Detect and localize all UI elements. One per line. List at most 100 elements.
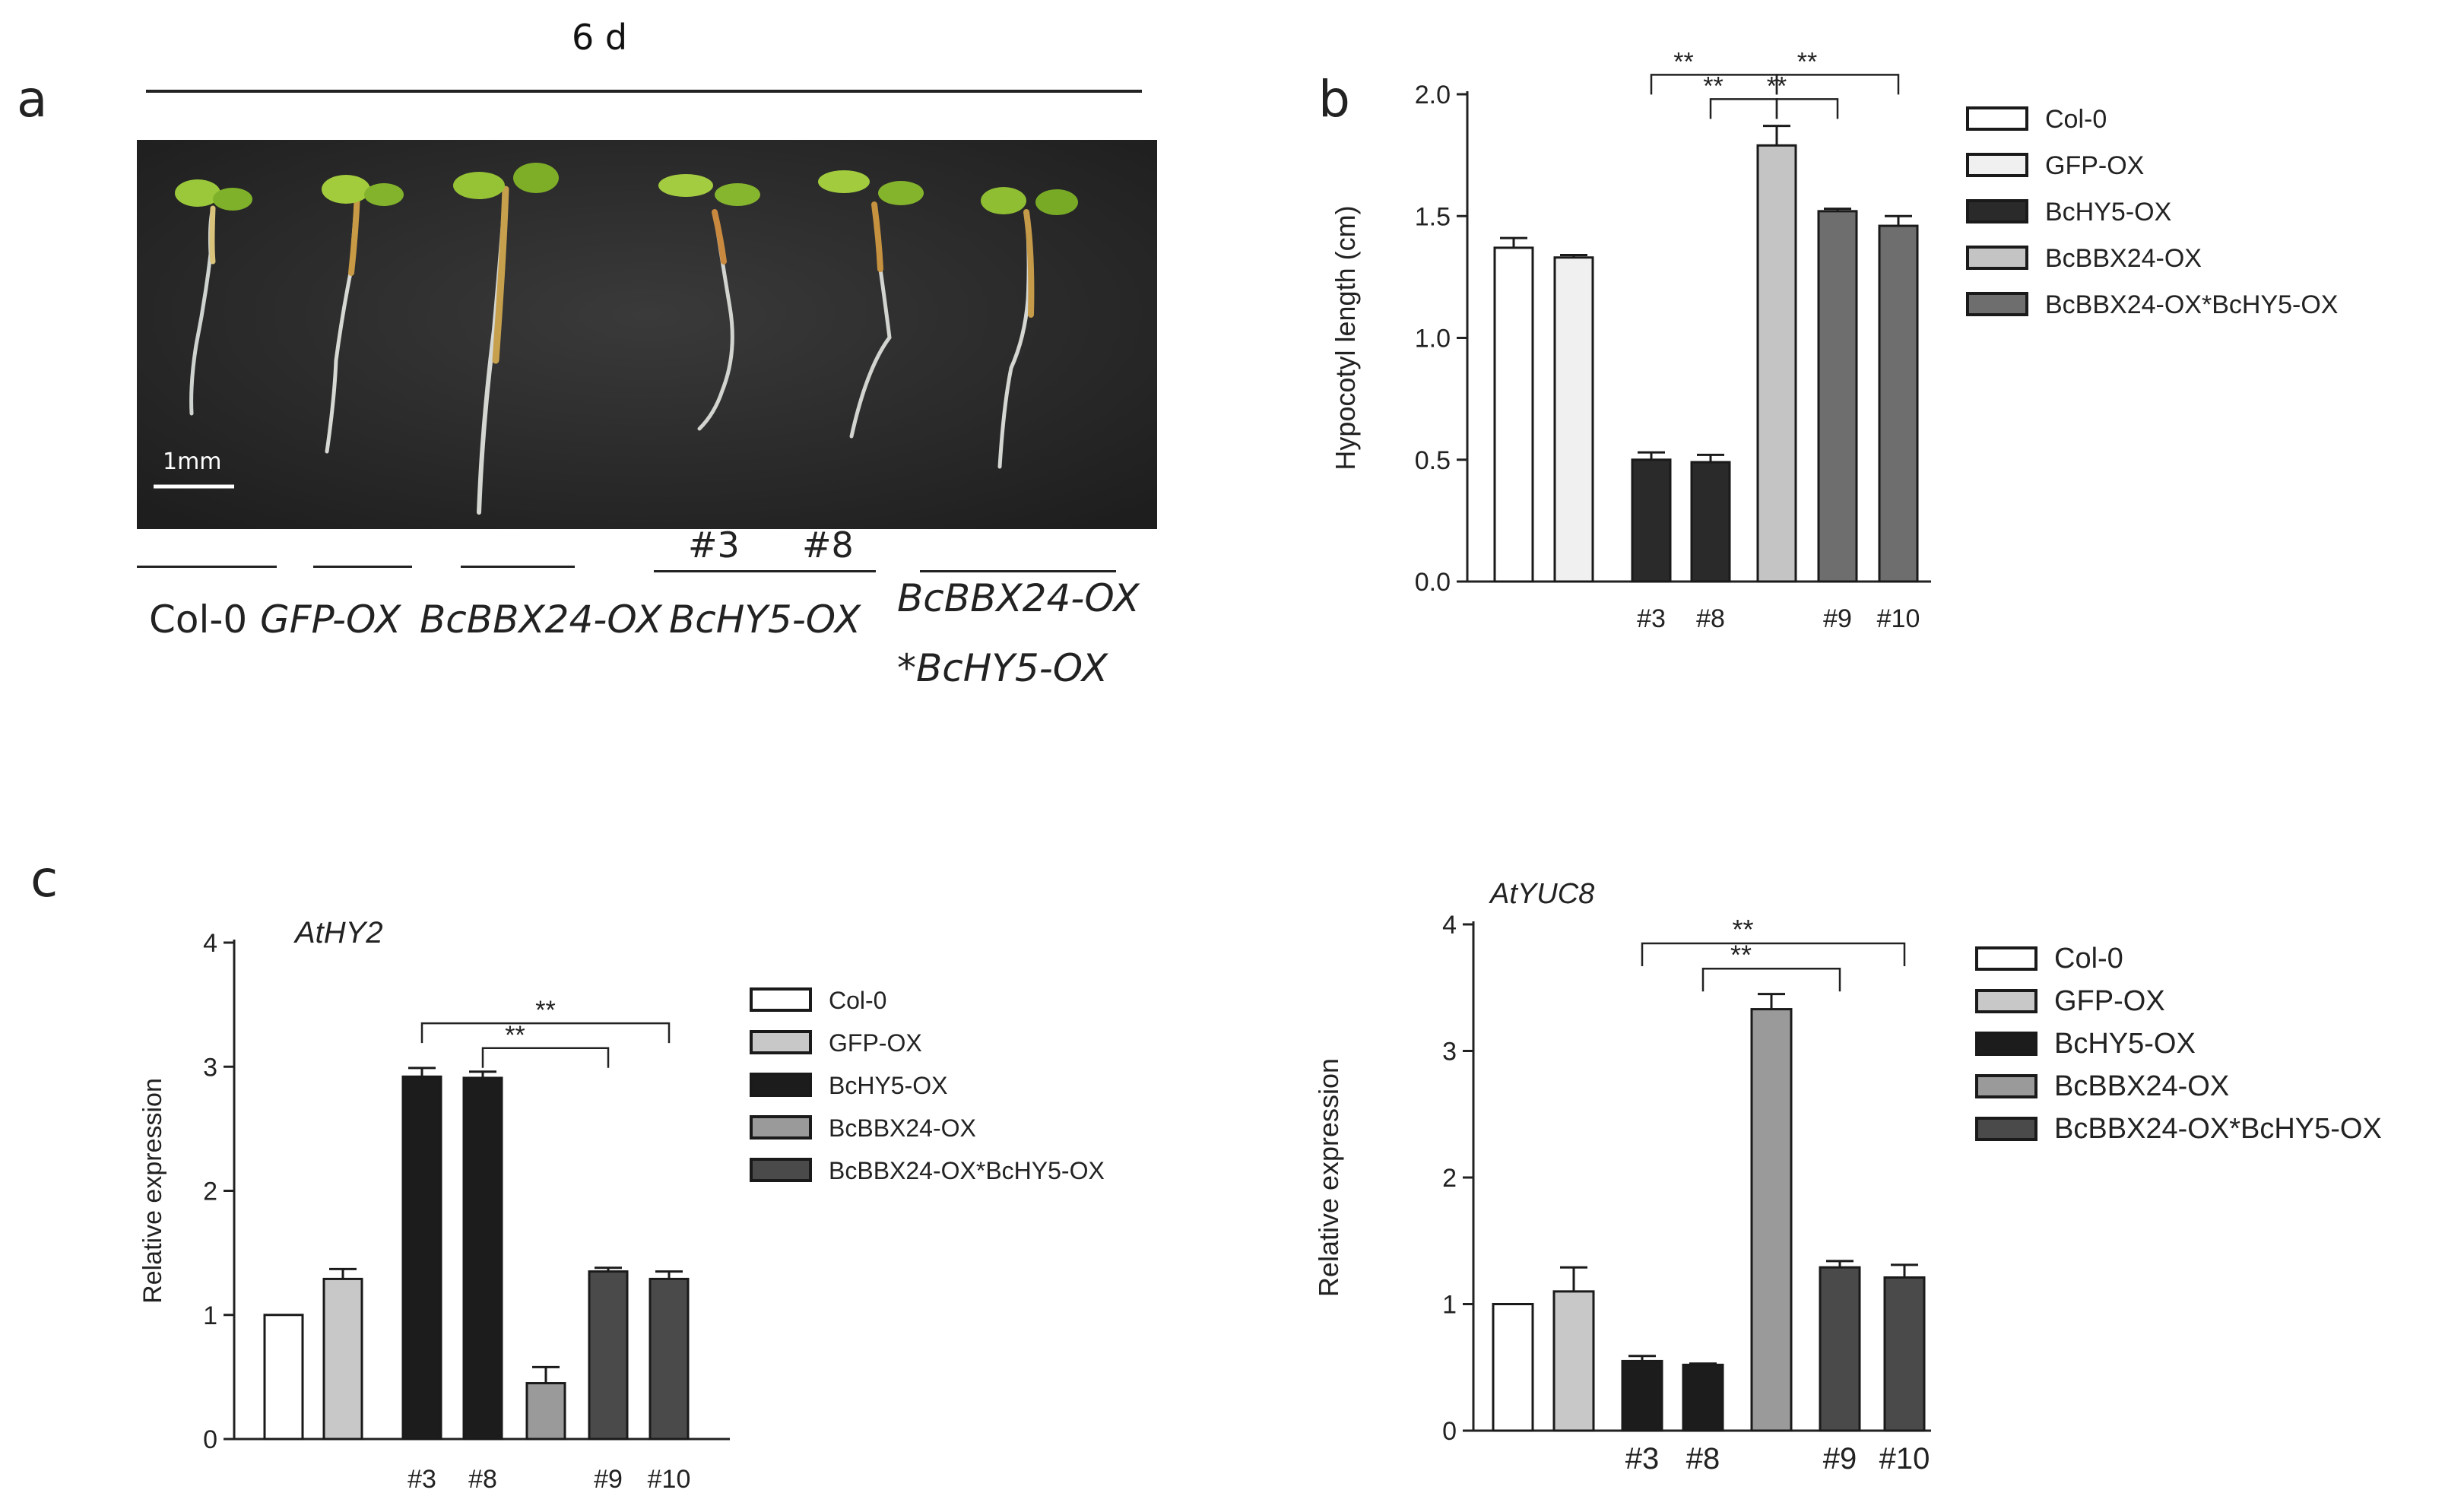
- b-x-tick-label: #8: [1696, 604, 1725, 633]
- underline-col0: [137, 566, 277, 568]
- c2-bar: [1750, 1008, 1793, 1432]
- b-x-tick-label: #3: [1637, 604, 1666, 633]
- label-bbx24-ox: BcBBX24-OX: [420, 598, 662, 642]
- seedling-bbx24-hy5: [981, 187, 1078, 469]
- line-label-8: #8: [802, 525, 854, 566]
- c2-legend-swatch: [1975, 989, 2037, 1013]
- b-legend-label: BcBBX24-OX*BcHY5-OX: [2045, 290, 2338, 319]
- c1-legend-label: GFP-OX: [829, 1029, 922, 1057]
- panel-c-letter: c: [30, 850, 59, 908]
- panel-a-letter: a: [17, 70, 48, 128]
- scale-bar-label: 1mm: [163, 449, 222, 475]
- panel-b-letter: b: [1318, 70, 1350, 128]
- time-bar-line: [146, 90, 1142, 93]
- c2-y-axis-label: Relative expression: [1313, 1058, 1344, 1297]
- underline-hy5: [654, 570, 876, 572]
- c1-legend-swatch: [750, 1073, 812, 1097]
- b-legend-swatch: [1966, 106, 2028, 131]
- b-significance-marker: **: [1703, 71, 1723, 100]
- c1-x-tick-label: #8: [468, 1465, 497, 1494]
- b-bar: [1690, 461, 1731, 583]
- label-hy5-ox: BcHY5-OX: [669, 598, 861, 642]
- label-col0: Col-0: [149, 598, 248, 642]
- c2-y-tick-label: 3: [1442, 1038, 1457, 1067]
- c1-legend-label: BcBBX24-OX*BcHY5-OX: [829, 1157, 1105, 1184]
- c1-y-tick-label: 4: [203, 929, 217, 958]
- b-y-tick-label: 0.0: [1415, 568, 1451, 597]
- c2-legend-swatch: [1975, 1117, 2037, 1141]
- c1-significance-marker: **: [505, 1021, 525, 1050]
- underline-bbx24: [461, 566, 575, 568]
- c2-legend-label: GFP-OX: [2054, 985, 2165, 1017]
- b-y-tick-label: 1.5: [1415, 202, 1451, 231]
- time-label: 6 d: [572, 17, 628, 58]
- c2-legend-label: BcBBX24-OX: [2054, 1070, 2229, 1102]
- c2-bar: [1819, 1266, 1861, 1432]
- seedling-hy5-8: [818, 170, 924, 439]
- c2-legend-swatch: [1975, 1074, 2037, 1098]
- b-bar: [1631, 458, 1672, 583]
- c1-x-tick-label: #3: [407, 1465, 436, 1494]
- c2-significance-marker: **: [1732, 914, 1753, 945]
- chart-atyuc8: 0 1 2 3 4 Relative expression AtYUC8 #3 #8 #9 #10 *…: [1313, 878, 2382, 1476]
- b-significance-bracket: [1709, 98, 1778, 119]
- c2-bar: [1621, 1359, 1663, 1432]
- c1-bar: [588, 1270, 629, 1441]
- b-significance-marker: **: [1673, 47, 1693, 76]
- b-x-tick-label: #9: [1823, 604, 1852, 633]
- b-bar: [1756, 144, 1797, 583]
- c2-y-tick-label: 1: [1442, 1291, 1457, 1320]
- c1-y-axis-label: Relative expression: [138, 1078, 167, 1304]
- c2-bar: [1492, 1303, 1534, 1432]
- b-legend-swatch: [1966, 292, 2028, 316]
- c2-legend-label: BcHY5-OX: [2054, 1028, 2196, 1060]
- seedling-photo: [137, 140, 1157, 529]
- chart-athy2: 0 1 2 3 4 Relative expression AtHY2 #3 #8 #9 #10 **…: [138, 916, 1105, 1494]
- b-significance-bracket: [1775, 74, 1900, 95]
- c1-bar: [263, 1314, 304, 1441]
- c1-legend-label: BcHY5-OX: [829, 1072, 947, 1099]
- label-star-hy5-ox: *BcHY5-OX: [897, 646, 1108, 690]
- c2-y-tick-label: 0: [1442, 1417, 1457, 1446]
- c1-bar: [322, 1277, 363, 1441]
- c1-legend-swatch: [750, 1030, 812, 1054]
- c2-bar: [1552, 1290, 1595, 1432]
- c1-bar: [525, 1382, 566, 1441]
- c2-chart-title: AtYUC8: [1489, 878, 1594, 910]
- label-gfp-ox: GFP-OX: [260, 598, 401, 642]
- c1-y-tick-label: 3: [203, 1053, 217, 1082]
- seedlings-illustration: [137, 140, 1157, 529]
- b-y-tick-label: 0.5: [1415, 446, 1451, 475]
- seedling-col0: [175, 179, 252, 416]
- b-legend-label: BcHY5-OX: [2045, 198, 2171, 227]
- b-legend-swatch: [1966, 246, 2028, 270]
- c1-legend-label: BcBBX24-OX: [829, 1114, 976, 1142]
- c2-y-tick-label: 4: [1442, 911, 1457, 940]
- b-bar: [1878, 224, 1919, 583]
- c2-significance-marker: **: [1730, 939, 1752, 970]
- b-significance-bracket: [1775, 98, 1839, 119]
- b-x-tick-label: #10: [1877, 604, 1920, 633]
- c1-legend-swatch: [750, 1115, 812, 1140]
- b-bar: [1553, 256, 1594, 583]
- c1-significance-bracket: [420, 1022, 671, 1044]
- c2-x-tick-label: #10: [1879, 1442, 1930, 1476]
- c1-x-tick-label: #9: [594, 1465, 623, 1494]
- c1-bar: [462, 1076, 503, 1441]
- c1-y-tick-label: 0: [203, 1425, 217, 1454]
- underline-gfp: [313, 566, 412, 568]
- b-legend-label: Col-0: [2045, 105, 2107, 134]
- c2-y-tick-label: 2: [1442, 1164, 1457, 1193]
- c2-x-tick-label: #8: [1686, 1442, 1720, 1476]
- c2-bar: [1883, 1276, 1926, 1432]
- c1-x-tick-label: #10: [648, 1465, 691, 1494]
- c1-y-tick-label: 2: [203, 1178, 217, 1206]
- b-bar: [1817, 210, 1858, 583]
- c1-legend-swatch: [750, 1158, 812, 1182]
- b-legend-swatch: [1966, 199, 2028, 223]
- b-significance-marker: **: [1797, 47, 1817, 76]
- c1-significance-marker: **: [535, 996, 555, 1025]
- c2-legend-swatch: [1975, 946, 2037, 971]
- c1-legend-swatch: [750, 987, 812, 1012]
- seedling-bbx24: [453, 163, 559, 515]
